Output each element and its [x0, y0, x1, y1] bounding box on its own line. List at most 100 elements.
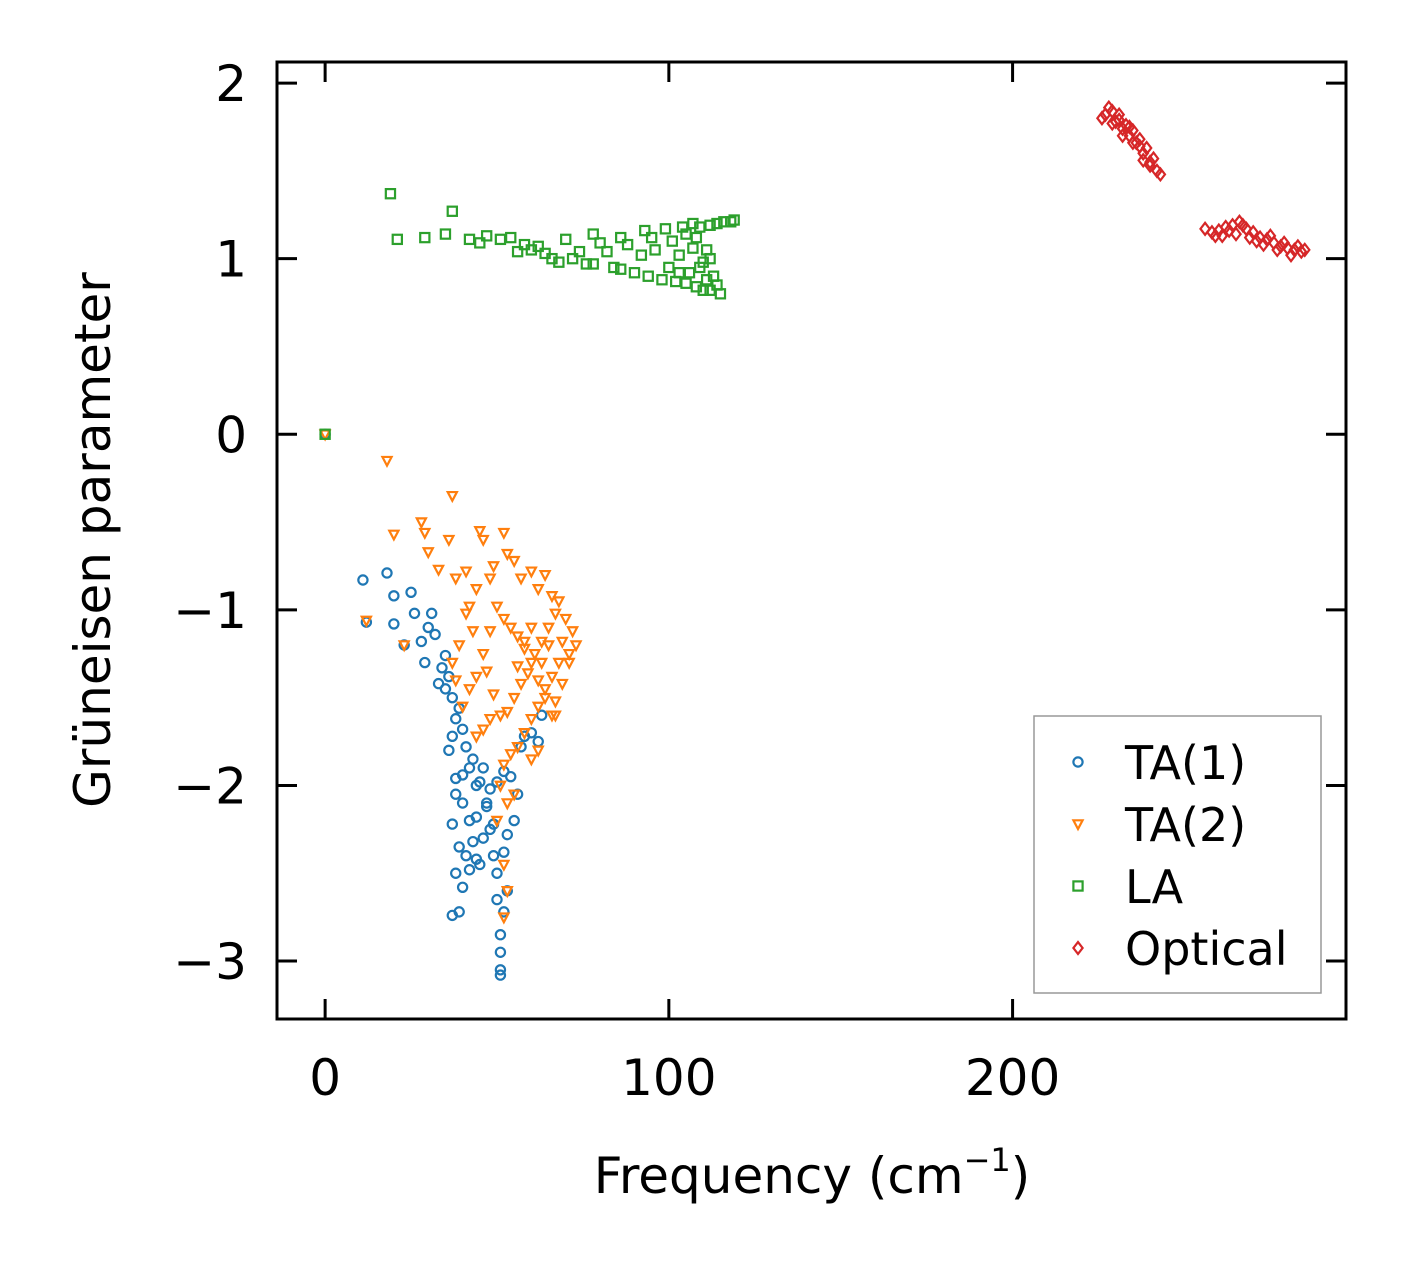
data-point — [531, 701, 545, 714]
data-point — [560, 233, 572, 246]
data-point — [500, 798, 514, 811]
data-point — [408, 607, 421, 620]
data-point — [673, 249, 685, 261]
data-point — [666, 235, 678, 247]
data-point — [704, 252, 716, 265]
series-optical — [1095, 99, 1311, 263]
data-point — [469, 584, 483, 597]
data-point — [711, 217, 723, 230]
data-point — [484, 783, 496, 795]
data-point — [504, 622, 518, 635]
data-point — [659, 223, 672, 235]
data-point — [415, 635, 428, 648]
data-point — [391, 233, 404, 246]
y-tick-label: 2 — [215, 55, 247, 113]
data-point — [490, 601, 504, 614]
data-point — [639, 224, 651, 237]
data-point — [505, 770, 517, 783]
data-point — [552, 596, 566, 609]
data-point — [460, 741, 472, 753]
x-axis-label: Frequency (cm−1) — [594, 1141, 1031, 1205]
data-point — [1243, 229, 1256, 246]
data-point — [1123, 119, 1136, 135]
data-point — [628, 267, 641, 279]
data-point — [467, 753, 479, 765]
data-point — [450, 713, 462, 725]
data-point — [700, 274, 713, 286]
data-point — [615, 263, 627, 275]
data-point — [1133, 131, 1146, 148]
data-point — [504, 749, 518, 762]
data-point — [573, 245, 586, 258]
legend-entry: Optical — [1072, 922, 1287, 976]
data-point — [507, 692, 521, 706]
data-point — [538, 569, 552, 583]
data-point — [553, 256, 565, 268]
data-point — [508, 814, 520, 827]
data-point — [500, 706, 514, 720]
data-point — [531, 584, 545, 597]
data-point — [524, 566, 538, 579]
data-point — [676, 221, 689, 233]
data-point — [446, 730, 459, 742]
data-point — [545, 671, 559, 685]
data-point — [524, 622, 538, 635]
x-axis-label-main: Frequency (cm — [594, 1147, 964, 1205]
data-point — [388, 618, 400, 630]
data-point — [552, 657, 566, 670]
data-point — [445, 657, 459, 670]
data-point — [566, 252, 579, 265]
data-point — [463, 601, 476, 614]
data-point — [511, 742, 525, 755]
data-point — [456, 769, 469, 781]
data-point — [418, 527, 432, 541]
y-tick-label: 1 — [215, 231, 247, 289]
data-point — [694, 261, 706, 274]
data-point — [1223, 222, 1236, 239]
data-point — [467, 835, 479, 848]
data-point — [1209, 228, 1222, 244]
data-point — [436, 662, 448, 674]
data-point — [359, 615, 373, 628]
legend-label: Optical — [1125, 922, 1287, 976]
data-point — [548, 710, 562, 723]
data-point — [562, 648, 576, 662]
data-point — [518, 727, 531, 741]
data-point — [683, 267, 696, 279]
data-point — [514, 573, 528, 586]
series-ta-1 — [319, 428, 548, 981]
y-tick-label: −2 — [173, 757, 247, 815]
data-point — [487, 689, 500, 702]
data-point — [587, 228, 599, 240]
data-point — [728, 214, 740, 226]
data-point — [494, 929, 507, 941]
data-point — [1291, 238, 1304, 255]
legend-marker — [1072, 756, 1084, 768]
data-point — [421, 547, 435, 560]
data-point — [422, 621, 434, 634]
data-point — [1137, 152, 1150, 169]
data-point — [474, 776, 486, 788]
data-point — [524, 754, 538, 767]
data-point — [635, 249, 648, 261]
data-point — [690, 231, 703, 244]
data-point — [452, 640, 466, 653]
axis-ticks: 0 100 200 −3 −2 −1 0 1 2 — [173, 55, 1346, 1107]
data-point — [601, 245, 613, 258]
data-point — [466, 626, 480, 639]
data-point — [566, 626, 580, 639]
data-point — [459, 566, 473, 579]
data-point — [608, 261, 620, 274]
x-tick-label: 0 — [309, 1049, 341, 1107]
data-point — [1116, 127, 1129, 144]
data-point — [594, 237, 606, 249]
data-point — [470, 811, 483, 823]
data-point — [414, 517, 428, 530]
data-point — [405, 586, 417, 599]
data-point — [387, 529, 401, 542]
data-point — [501, 828, 513, 841]
legend: TA(1) TA(2) LA Optical — [1033, 715, 1322, 994]
data-point — [663, 261, 675, 274]
data-point — [442, 534, 456, 548]
data-point — [697, 284, 709, 296]
